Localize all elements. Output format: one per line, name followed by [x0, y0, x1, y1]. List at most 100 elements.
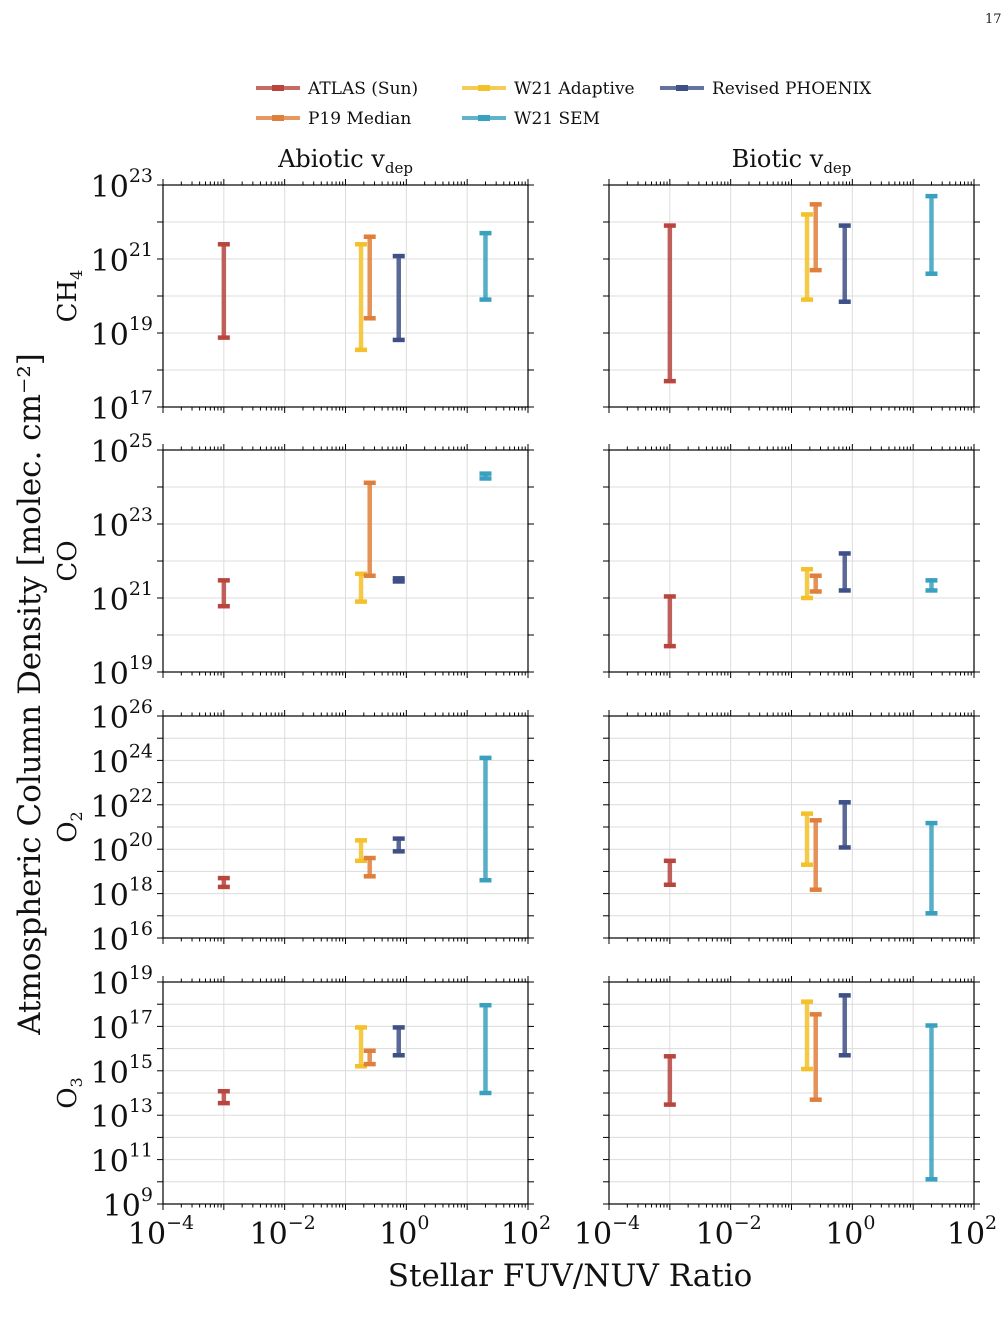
y-tick-label: 1016 — [91, 918, 153, 958]
range-bar — [663, 858, 676, 888]
panel-0-biotic — [603, 179, 980, 413]
axis-labels: Stellar FUV/NUV Ratio Atmospheric Column … — [12, 353, 752, 1294]
range-bar — [392, 836, 405, 854]
x-tick-label: 100 — [379, 1212, 429, 1252]
range-bar — [392, 253, 405, 343]
panel-frame — [162, 449, 529, 673]
x-tick-label: 10−2 — [250, 1212, 316, 1252]
y-tick-label: 1011 — [91, 1140, 153, 1180]
x-axis-label: Stellar FUV/NUV Ratio — [388, 1258, 753, 1294]
row-label: CH4 — [53, 270, 86, 323]
panel-1-biotic — [603, 444, 980, 678]
column-title-1: Biotic vdep — [732, 145, 852, 177]
legend-label: Revised PHOENIX — [712, 79, 872, 99]
column-title-0: Abiotic vdep — [277, 145, 413, 177]
panel-frame — [162, 184, 529, 408]
range-bar — [663, 594, 676, 649]
range-bar — [355, 571, 368, 604]
range-bar — [479, 230, 492, 302]
range-bar — [355, 242, 368, 353]
y-tick-label: 1019 — [91, 652, 153, 692]
range-bar — [392, 1025, 405, 1058]
legend-label: W21 SEM — [514, 109, 600, 129]
range-bar — [801, 811, 814, 867]
y-tick-label: 1019 — [91, 313, 153, 353]
range-bar — [363, 234, 376, 321]
range-bar — [355, 1025, 368, 1069]
panel-frame — [608, 449, 975, 673]
y-tick-label: 1023 — [91, 165, 153, 205]
range-bar — [801, 566, 814, 601]
panel-frame — [608, 184, 975, 408]
x-tick-label: 10−2 — [696, 1212, 762, 1252]
page-number: 17 — [985, 12, 1002, 27]
legend-item: Revised PHOENIX — [660, 79, 872, 99]
range-bar — [838, 551, 851, 593]
y-tick-label: 109 — [103, 1184, 153, 1224]
y-tick-label: 1013 — [91, 1095, 153, 1135]
y-tick-label: 1017 — [91, 1006, 153, 1046]
legend-label: P19 Median — [308, 109, 411, 129]
legend-label: W21 Adaptive — [514, 79, 635, 99]
panel-3-biotic: 10−4 10−2 100 102 — [574, 976, 997, 1252]
range-bar — [801, 999, 814, 1072]
range-bar — [809, 1012, 822, 1102]
legend-item: W21 SEM — [462, 109, 600, 129]
legend: ATLAS (Sun) W21 Adaptive Revised PHOENIX P1… — [256, 79, 872, 129]
range-bar — [663, 223, 676, 384]
range-bar — [355, 838, 368, 864]
y-tick-label: 1019 — [91, 962, 153, 1002]
range-bar — [217, 1088, 230, 1106]
panel-frame — [608, 715, 975, 939]
legend-item: ATLAS (Sun) — [256, 79, 418, 99]
range-bar — [217, 875, 230, 890]
range-bar — [479, 1002, 492, 1096]
range-bar — [801, 212, 814, 302]
range-bar — [217, 242, 230, 340]
range-bar — [809, 818, 822, 892]
y-tick-label: 1021 — [91, 239, 153, 279]
range-bar — [363, 855, 376, 879]
row-label: O2 — [53, 811, 86, 843]
panel-frame — [608, 981, 975, 1205]
range-bar — [925, 1023, 938, 1182]
range-bar — [479, 755, 492, 883]
range-bar — [838, 223, 851, 304]
panel-2-biotic — [603, 710, 980, 944]
y-tick-label: 1015 — [91, 1051, 153, 1091]
x-tick-label: 102 — [501, 1212, 551, 1252]
range-bar — [809, 202, 822, 273]
y-tick-label: 1022 — [91, 785, 153, 825]
range-bar — [925, 193, 938, 276]
legend-label: ATLAS (Sun) — [307, 79, 418, 99]
y-tick-label: 1017 — [91, 387, 153, 427]
legend-item: W21 Adaptive — [462, 79, 635, 99]
x-tick-label: 10−4 — [128, 1212, 194, 1252]
range-bar — [925, 820, 938, 916]
range-bar — [217, 578, 230, 609]
y-axis-label: Atmospheric Column Density [molec. cm⁻²] — [12, 353, 48, 1036]
y-tick-label: 1018 — [91, 874, 153, 914]
row-label: O3 — [53, 1077, 86, 1109]
range-bar — [363, 1048, 376, 1067]
panel-1-abiotic: 1019 1021 1023 1025 CO — [53, 430, 534, 692]
panel-frame — [162, 981, 529, 1205]
y-tick-label: 1024 — [91, 740, 153, 780]
column-titles: Abiotic vdep Biotic vdep — [277, 145, 851, 177]
range-bar — [838, 993, 851, 1058]
panel-frame — [162, 715, 529, 939]
panels: 1017101910211023CH41019102110231025CO101… — [53, 165, 997, 1252]
range-bar — [392, 576, 405, 584]
panel-0-abiotic: 1017 1019 1021 1023 CH4 — [53, 165, 534, 427]
row-label: CO — [53, 540, 83, 581]
y-tick-label: 1025 — [91, 430, 153, 470]
legend-item: P19 Median — [256, 109, 411, 129]
range-bar — [925, 578, 938, 593]
x-tick-label: 10−4 — [574, 1212, 640, 1252]
y-tick-label: 1026 — [91, 696, 153, 736]
y-tick-label: 1023 — [91, 504, 153, 544]
range-bar — [663, 1054, 676, 1107]
